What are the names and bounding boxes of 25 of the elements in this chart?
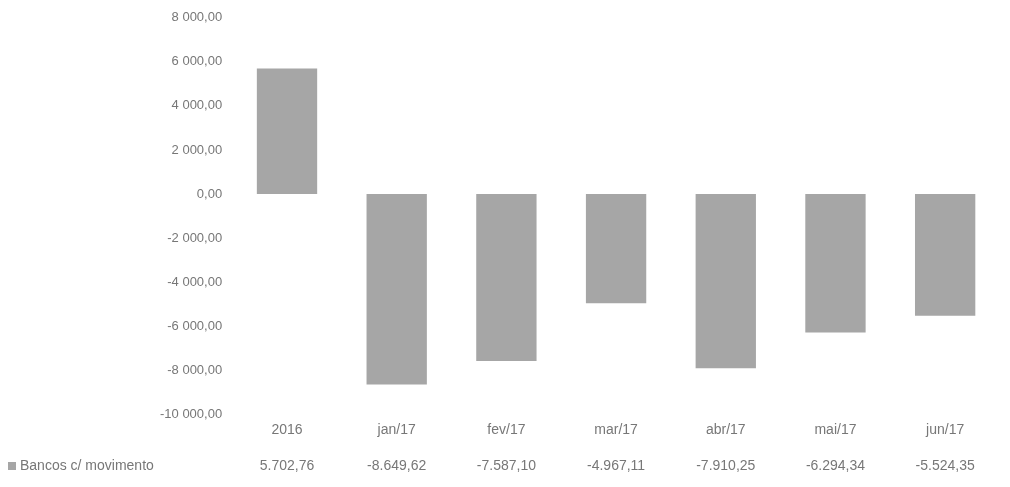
x-tick-label: mar/17	[594, 421, 639, 438]
data-label: -8.649,62	[367, 456, 427, 473]
y-tick-label: 0,00	[196, 185, 223, 201]
data-label: -4.967,11	[587, 456, 646, 473]
y-tick-label: -6 000,00	[167, 317, 223, 333]
legend-label: Bancos c/ movimento	[20, 456, 155, 473]
data-label: -7.910,25	[696, 456, 756, 473]
data-label: 5.702,76	[259, 456, 315, 473]
data-label: -7.587,10	[476, 456, 537, 473]
x-tick-label: mai/17	[814, 421, 857, 438]
y-tick-label: -4 000,00	[167, 273, 223, 289]
data-label: -5.524,35	[915, 456, 975, 473]
data-label: -6.294,34	[805, 456, 866, 473]
x-tick-label: fev/17	[487, 421, 526, 438]
y-tick-label: 4 000,00	[171, 97, 223, 113]
y-tick-label: 2 000,00	[171, 141, 223, 157]
y-tick-label: -10 000,00	[159, 405, 223, 421]
y-tick-label: -8 000,00	[167, 361, 223, 377]
x-tick-label: 2016	[271, 421, 303, 438]
y-tick-label: -2 000,00	[167, 229, 223, 245]
y-tick-label: 6 000,00	[171, 53, 223, 69]
x-tick-label: abr/17	[705, 421, 746, 438]
y-tick-label: 8 000,00	[171, 9, 223, 25]
x-tick-label: jan/17	[376, 421, 416, 438]
x-tick-label: jun/17	[925, 421, 965, 438]
